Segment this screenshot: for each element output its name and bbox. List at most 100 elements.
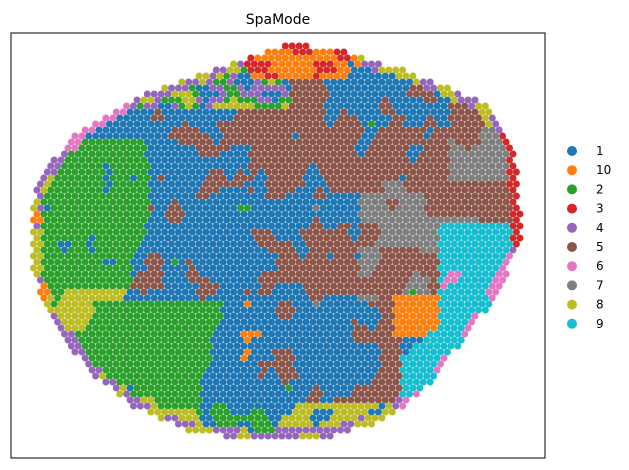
spot-cluster-2: [92, 348, 100, 356]
spot-cluster-1: [340, 204, 348, 212]
spot-cluster-5: [364, 150, 372, 158]
spot-cluster-1: [343, 318, 351, 326]
spot-cluster-1: [299, 312, 307, 320]
spot-cluster-2: [71, 204, 79, 212]
spot-cluster-5: [426, 258, 434, 266]
spot-cluster-1: [330, 318, 338, 326]
spot-cluster-2: [205, 330, 213, 338]
spot-cluster-2: [223, 96, 231, 104]
spot-cluster-1: [185, 174, 193, 182]
spot-cluster-2: [105, 336, 113, 344]
spot-cluster-1: [205, 210, 213, 218]
spot-cluster-1: [216, 348, 224, 356]
spot-cluster-2: [143, 390, 151, 398]
spot-cluster-8: [268, 78, 275, 86]
spot-cluster-2: [74, 186, 82, 194]
spot-cluster-1: [323, 210, 331, 218]
spot-cluster-7: [468, 162, 476, 170]
legend-marker-5: [567, 242, 577, 252]
spot-cluster-3: [516, 210, 524, 218]
spot-cluster-5: [412, 90, 420, 98]
spot-cluster-2: [102, 210, 110, 218]
spot-cluster-2: [188, 84, 196, 92]
spot-cluster-1: [130, 258, 137, 266]
spot-cluster-1: [254, 282, 262, 290]
spot-cluster-5: [257, 228, 265, 236]
spot-cluster-8: [47, 306, 55, 314]
spot-cluster-9: [454, 234, 462, 242]
spot-cluster-1: [254, 174, 262, 182]
spot-cluster-10: [243, 348, 251, 356]
spot-cluster-2: [54, 186, 62, 194]
spot-cluster-1: [240, 234, 248, 242]
spot-cluster-1: [443, 108, 451, 116]
spot-cluster-5: [243, 108, 251, 116]
spot-cluster-2: [150, 390, 158, 398]
spot-cluster-5: [323, 162, 331, 170]
spot-cluster-5: [361, 336, 369, 344]
spot-cluster-2: [126, 240, 134, 248]
spot-cluster-1: [278, 216, 286, 224]
spot-cluster-2: [140, 348, 148, 356]
spot-cluster-5: [302, 90, 310, 98]
spot-cluster-1: [354, 144, 362, 152]
spot-cluster-2: [133, 312, 141, 320]
spot-cluster-8: [61, 318, 68, 326]
spot-cluster-5: [333, 168, 341, 176]
spot-cluster-1: [350, 294, 358, 302]
spot-cluster-8: [230, 96, 238, 104]
spot-cluster-5: [205, 186, 213, 194]
spot-cluster-2: [88, 162, 96, 170]
spot-cluster-5: [188, 132, 196, 140]
spot-cluster-9: [478, 288, 486, 296]
spot-cluster-9: [447, 234, 455, 242]
spot-cluster-8: [140, 396, 148, 404]
spot-cluster-5: [250, 156, 258, 164]
spot-cluster-1: [268, 222, 275, 230]
spot-cluster-8: [168, 408, 175, 416]
spot-cluster-5: [385, 354, 393, 362]
spot-cluster-5: [354, 396, 362, 404]
spot-cluster-5: [326, 264, 334, 272]
spot-cluster-1: [233, 294, 241, 302]
spot-cluster-1: [443, 96, 451, 104]
spot-cluster-4: [316, 426, 324, 434]
spot-cluster-1: [157, 294, 165, 302]
spot-cluster-10: [419, 330, 427, 338]
spot-cluster-5: [340, 252, 348, 260]
spot-cluster-10: [392, 306, 400, 314]
spot-cluster-1: [150, 150, 158, 158]
legend-marker-2: [567, 184, 577, 195]
spot-cluster-5: [257, 360, 265, 368]
spot-cluster-10: [430, 324, 438, 332]
legend-label-2: 2: [596, 182, 604, 196]
spot-cluster-1: [288, 318, 296, 326]
spot-cluster-1: [378, 402, 386, 410]
spot-cluster-5: [240, 138, 248, 146]
spot-cluster-1: [205, 222, 213, 230]
spot-cluster-5: [423, 96, 431, 104]
spot-cluster-1: [147, 180, 155, 188]
spot-cluster-5: [392, 114, 400, 122]
spot-cluster-7: [443, 216, 451, 224]
spot-cluster-9: [406, 354, 413, 362]
spot-cluster-3: [509, 222, 517, 230]
spot-cluster-5: [264, 180, 272, 188]
spot-cluster-2: [178, 102, 186, 110]
spot-cluster-5: [264, 228, 272, 236]
spot-cluster-10: [340, 60, 348, 68]
spot-cluster-1: [426, 126, 434, 134]
spot-cluster-6: [99, 120, 106, 128]
spot-cluster-1: [192, 282, 200, 290]
spot-cluster-5: [292, 276, 300, 284]
spot-cluster-1: [319, 216, 327, 224]
spot-cluster-1: [326, 312, 334, 320]
spot-cluster-1: [185, 246, 193, 254]
spot-cluster-2: [171, 378, 179, 386]
spot-cluster-2: [147, 300, 155, 308]
spot-cluster-8: [57, 312, 65, 320]
spot-cluster-6: [64, 144, 72, 152]
spot-cluster-1: [174, 156, 182, 164]
spot-cluster-1: [195, 84, 203, 92]
spot-cluster-1: [337, 294, 344, 302]
